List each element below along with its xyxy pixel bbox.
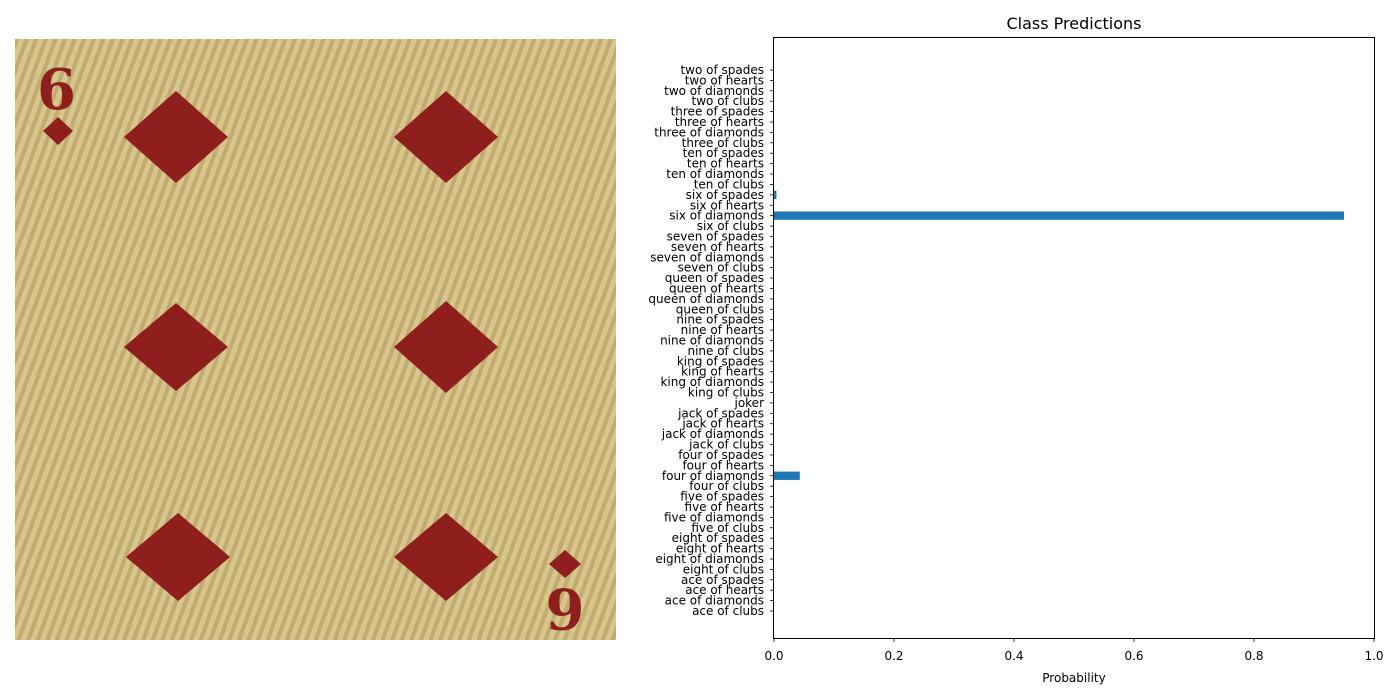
diamond-pip-3 — [124, 303, 228, 391]
x-axis-title: Probability — [1042, 671, 1105, 685]
x-tick-label: 1.0 — [1364, 649, 1383, 663]
y-tick-label: jack of hearts — [681, 417, 764, 431]
x-tick-label: 0.2 — [884, 649, 903, 663]
corner-rank-bottom: 6 — [546, 575, 585, 640]
y-tick-label: five of hearts — [685, 500, 764, 514]
chart-title: Class Predictions — [1007, 14, 1142, 33]
x-axis-ticks: 0.0 0.2 0.4 0.6 0.8 1.0 — [764, 638, 1384, 663]
diamond-pip-5 — [126, 513, 230, 601]
y-tick-label: ten of hearts — [687, 157, 764, 171]
y-tick-label: joker — [733, 396, 764, 410]
y-tick-label: three of spades — [671, 105, 764, 119]
y-tick-label: king of hearts — [681, 365, 764, 379]
y-tick-label: two of hearts — [685, 73, 764, 87]
x-tick-label: 0.0 — [764, 649, 783, 663]
y-tick-label: four of clubs — [689, 479, 764, 493]
six-of-diamonds-card-image: 6 6 — [15, 39, 616, 641]
y-tick-label: ace of hearts — [685, 583, 764, 597]
x-tick-label: 0.8 — [1244, 649, 1263, 663]
y-tick-label: seven of hearts — [671, 240, 764, 254]
diamond-pip-2 — [394, 91, 498, 183]
y-tick-label: six of clubs — [697, 219, 764, 233]
y-tick-label: four of hearts — [682, 458, 764, 472]
y-tick-label: ace of clubs — [692, 604, 764, 618]
corner-rank-top: 6 — [37, 57, 76, 123]
y-tick-label: eight of spades — [672, 531, 764, 545]
y-tick-label: three of diamonds — [654, 125, 764, 139]
y-tick-label: nine of clubs — [687, 344, 764, 358]
bars — [774, 190, 1344, 480]
y-tick-label: queen of diamonds — [648, 292, 764, 306]
y-tick-label: nine of diamonds — [660, 334, 764, 348]
bar — [774, 471, 800, 480]
y-tick-label: six of diamonds — [669, 209, 764, 223]
y-tick-label: six of spades — [686, 188, 764, 202]
bar — [774, 190, 777, 200]
plot-area-frame — [773, 37, 1375, 639]
y-tick-label: queen of clubs — [676, 302, 764, 316]
y-tick-label: ten of spades — [683, 146, 764, 160]
y-tick-label: jack of spades — [677, 406, 764, 420]
y-tick-label: five of diamonds — [664, 510, 764, 524]
y-tick-label: seven of diamonds — [650, 250, 764, 264]
y-tick-label: ten of diamonds — [666, 167, 764, 181]
card-image: 6 6 — [15, 39, 616, 641]
diamond-pip-4 — [394, 301, 498, 393]
y-tick-label: ace of spades — [681, 573, 764, 587]
y-tick-label: nine of hearts — [681, 323, 764, 337]
y-tick-label: five of spades — [680, 490, 764, 504]
x-tick-label: 0.6 — [1124, 649, 1143, 663]
y-tick-label: two of spades — [680, 63, 764, 77]
y-tick-label: king of diamonds — [660, 375, 764, 389]
y-tick-label: queen of hearts — [669, 281, 764, 295]
y-tick-label: king of spades — [677, 354, 764, 368]
y-tick-label: seven of spades — [667, 229, 764, 243]
y-tick-label: jack of diamonds — [661, 427, 764, 441]
y-tick-label: ace of diamonds — [665, 594, 764, 608]
y-tick-label: five of clubs — [691, 521, 764, 535]
diamond-pip-6 — [394, 513, 498, 601]
y-tick-label: eight of clubs — [683, 562, 764, 576]
y-tick-label: eight of hearts — [676, 542, 764, 556]
y-tick-label: four of diamonds — [662, 469, 764, 483]
y-tick-label: nine of spades — [676, 313, 764, 327]
x-tick-label: 0.4 — [1004, 649, 1023, 663]
y-tick-label: four of spades — [678, 448, 764, 462]
y-tick-label: six of hearts — [690, 198, 764, 212]
y-tick-label: ten of clubs — [694, 177, 764, 191]
diamond-pip-1 — [124, 91, 228, 183]
y-tick-label: three of hearts — [675, 115, 764, 129]
y-tick-label: queen of spades — [665, 271, 764, 285]
corner-suit-bottom-icon — [549, 550, 581, 578]
y-tick-label: eight of diamonds — [655, 552, 764, 566]
y-tick-label: two of clubs — [692, 94, 764, 108]
y-tick-label: three of clubs — [682, 136, 764, 150]
y-tick-label: king of clubs — [688, 386, 764, 400]
corner-suit-top-icon — [43, 117, 73, 145]
y-tick-label: seven of clubs — [678, 261, 764, 275]
bar — [774, 211, 1344, 220]
y-tick-label: jack of clubs — [688, 438, 764, 452]
y-tick-label: two of diamonds — [664, 84, 764, 98]
